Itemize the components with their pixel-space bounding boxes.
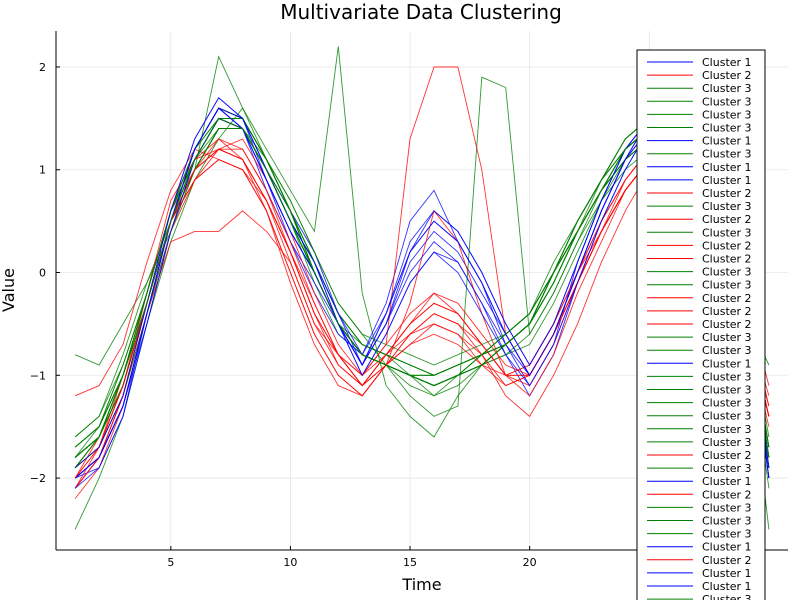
legend-label: Cluster 3 xyxy=(702,423,752,436)
legend-label: Cluster 1 xyxy=(702,135,752,148)
y-tick-label: 2 xyxy=(39,61,46,74)
legend-label: Cluster 2 xyxy=(702,318,752,331)
legend-label: Cluster 3 xyxy=(702,515,752,528)
legend-label: Cluster 1 xyxy=(702,161,752,174)
legend-label: Cluster 3 xyxy=(702,397,752,410)
legend-label: Cluster 2 xyxy=(702,449,752,462)
x-tick-label: 5 xyxy=(167,556,174,569)
legend-label: Cluster 3 xyxy=(702,331,752,344)
legend-label: Cluster 2 xyxy=(702,253,752,266)
legend-label: Cluster 2 xyxy=(702,69,752,82)
legend-label: Cluster 3 xyxy=(702,501,752,514)
legend-label: Cluster 3 xyxy=(702,370,752,383)
legend-label: Cluster 1 xyxy=(702,357,752,370)
legend-label: Cluster 3 xyxy=(702,410,752,423)
y-tick-label: −2 xyxy=(30,472,46,485)
legend-label: Cluster 1 xyxy=(702,475,752,488)
x-tick-label: 15 xyxy=(403,556,417,569)
legend-label: Cluster 3 xyxy=(702,266,752,279)
legend-label: Cluster 2 xyxy=(702,213,752,226)
legend-label: Cluster 2 xyxy=(702,292,752,305)
legend-label: Cluster 2 xyxy=(702,187,752,200)
x-tick-label: 10 xyxy=(283,556,297,569)
y-tick-label: 0 xyxy=(39,267,46,280)
y-tick-label: 1 xyxy=(39,164,46,177)
x-axis-title: Time xyxy=(401,575,441,594)
legend-label: Cluster 3 xyxy=(702,122,752,135)
legend-label: Cluster 3 xyxy=(702,462,752,475)
legend-label: Cluster 1 xyxy=(702,56,752,69)
legend-label: Cluster 3 xyxy=(702,200,752,213)
y-tick-label: −1 xyxy=(30,369,46,382)
legend-label: Cluster 3 xyxy=(702,344,752,357)
legend-box xyxy=(636,49,766,600)
y-axis-title: Value xyxy=(0,268,18,312)
legend-label: Cluster 3 xyxy=(702,528,752,541)
legend-label: Cluster 2 xyxy=(702,239,752,252)
legend-label: Cluster 1 xyxy=(702,567,752,580)
chart-title: Multivariate Data Clustering xyxy=(280,0,562,24)
legend-label: Cluster 3 xyxy=(702,436,752,449)
x-tick-label: 20 xyxy=(523,556,537,569)
legend-label: Cluster 2 xyxy=(702,488,752,501)
legend-label: Cluster 3 xyxy=(702,148,752,161)
legend-label: Cluster 3 xyxy=(702,226,752,239)
legend-label: Cluster 1 xyxy=(702,541,752,554)
legend-label: Cluster 1 xyxy=(702,580,752,593)
legend-label: Cluster 3 xyxy=(702,108,752,121)
legend-label: Cluster 3 xyxy=(702,279,752,292)
legend-label: Cluster 3 xyxy=(702,384,752,397)
legend-label: Cluster 1 xyxy=(702,174,752,187)
legend-label: Cluster 3 xyxy=(702,593,752,600)
legend-label: Cluster 3 xyxy=(702,82,752,95)
legend-label: Cluster 3 xyxy=(702,95,752,108)
legend-label: Cluster 2 xyxy=(702,305,752,318)
legend-label: Cluster 2 xyxy=(702,554,752,567)
